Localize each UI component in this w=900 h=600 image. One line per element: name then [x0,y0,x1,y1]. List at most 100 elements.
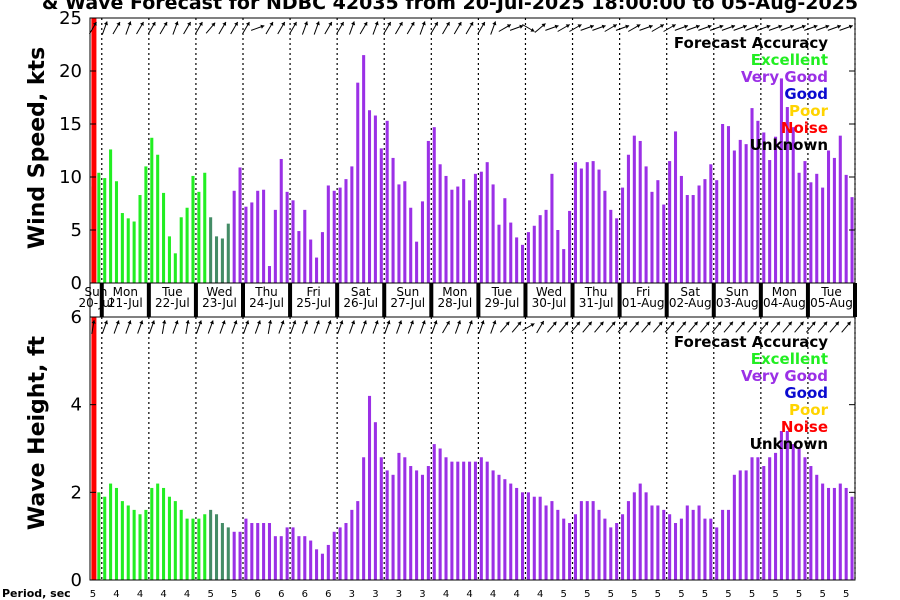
direction-arrowhead [811,321,816,326]
bar [173,501,177,580]
period-value: 4 [466,589,472,600]
direction-arrowhead [707,24,712,29]
bar [303,209,307,283]
bar [126,505,130,580]
day-name-label: Sun [726,285,749,299]
direction-arrowhead [151,320,156,325]
direction-arrowhead [731,24,736,29]
direction-arrowhead [717,321,722,326]
chart-title: & Wave Forecast for NDBC 42035 from 20-J… [42,0,858,14]
day-separator [711,283,716,317]
direction-arrowhead [635,321,639,326]
bar [626,154,630,283]
day-separator [805,283,810,317]
bar [544,209,548,283]
direction-arrowhead [340,21,344,26]
direction-arrowhead [648,24,653,29]
direction-arrowhead [221,320,226,325]
direction-arrowhead [587,321,592,326]
bar [132,509,136,580]
bar [779,430,783,580]
direction-arrowhead [162,320,167,324]
direction-arrowhead [386,320,391,325]
bar [815,173,819,283]
period-row: 5 4 4 4 4 5 5 6 6 6 6 3 3 3 3 4 4 4 4 4 5 5 5 5 5 5 5 5 5 5 5 5 5 [90,589,850,600]
direction-arrowhead [198,320,203,325]
day-name-label: Tue [161,285,183,299]
bar [573,162,578,283]
direction-arrowhead [480,320,485,325]
bar [273,536,277,580]
bar [309,540,313,580]
bar [591,161,595,283]
period-value: 5 [584,589,590,600]
bar [532,496,536,580]
bar [550,173,554,283]
day-separator [617,283,622,317]
direction-arrowhead [339,320,344,325]
bar [432,127,436,284]
bar [550,501,554,580]
period-value: 4 [160,589,166,600]
period-value: 5 [608,589,614,600]
direction-arrowhead [505,321,510,326]
legend-item: Unknown [750,136,828,154]
direction-arrowhead [374,21,379,26]
y-tick-label: 25 [59,8,82,29]
bar [526,492,530,580]
bar [338,527,342,580]
day-date-label: 03-Aug [716,296,759,310]
bar [791,444,795,580]
bar [279,158,283,283]
bar [644,166,648,283]
bar [97,492,101,580]
bar [485,162,489,283]
bar [226,527,230,580]
bar [650,191,654,283]
bar [797,448,801,580]
direction-arrowhead [719,24,724,29]
bar [832,157,836,283]
bar [774,452,778,580]
bar [403,181,407,283]
bar [844,487,848,580]
bar [256,523,260,580]
bar [315,549,319,580]
direction-arrowhead [374,320,379,325]
direction-arrowhead [457,320,462,325]
direction-arrowhead [127,21,132,26]
bar [297,231,301,283]
bar [850,197,854,283]
bar [532,225,536,283]
bar [726,509,731,580]
direction-arrowhead [103,320,108,325]
bar [685,195,689,283]
bar [656,505,660,580]
bar [503,479,507,580]
direction-arrowhead [659,24,664,29]
bar [185,518,189,580]
bar [538,215,542,283]
period-value: 4 [513,589,519,600]
direction-arrowhead [693,321,698,326]
bar [603,190,607,283]
direction-arrowhead [434,21,438,26]
period-value: 5 [631,589,637,600]
direction-arrowhead [684,24,688,29]
bar [715,527,719,580]
bar [262,523,266,580]
bar [332,531,336,580]
direction-arrowhead [788,321,792,326]
bar [103,178,107,283]
bar [803,457,807,580]
bar [385,470,389,580]
day-separator [570,283,575,317]
legend-item: Excellent [751,350,828,368]
period-value: 3 [396,589,402,600]
legend-item: Unknown [750,435,828,453]
bar [803,161,807,283]
period-value: 5 [796,589,802,600]
bar [438,164,442,283]
period-value: 5 [725,589,731,600]
